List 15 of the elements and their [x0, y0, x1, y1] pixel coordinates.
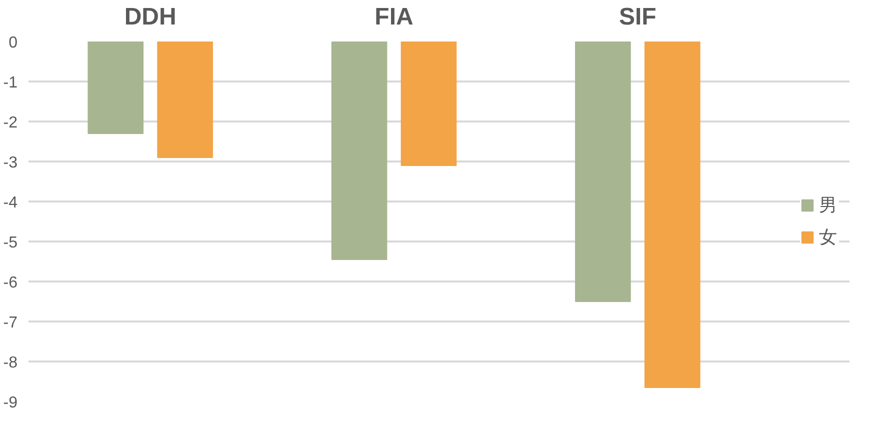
y-tick-label: -1: [3, 74, 18, 92]
legend-label: 男: [819, 194, 838, 217]
y-tick-label: -7: [3, 314, 18, 332]
y-tick-label: -6: [3, 274, 18, 292]
y-tick-label: 0: [8, 34, 18, 52]
y-tick-label: -2: [3, 114, 18, 132]
y-tick-label: -9: [3, 394, 18, 412]
x-tick-label: FIA: [374, 4, 414, 30]
x-tick-label: DDH: [124, 4, 176, 30]
legend-label: 女: [819, 226, 838, 249]
y-tick-label: -5: [3, 234, 18, 252]
y-tick-label: -3: [3, 154, 18, 172]
y-tick-label: -4: [3, 194, 18, 212]
y-tick-label: -8: [3, 354, 18, 372]
x-tick-label: SIF: [619, 4, 656, 30]
